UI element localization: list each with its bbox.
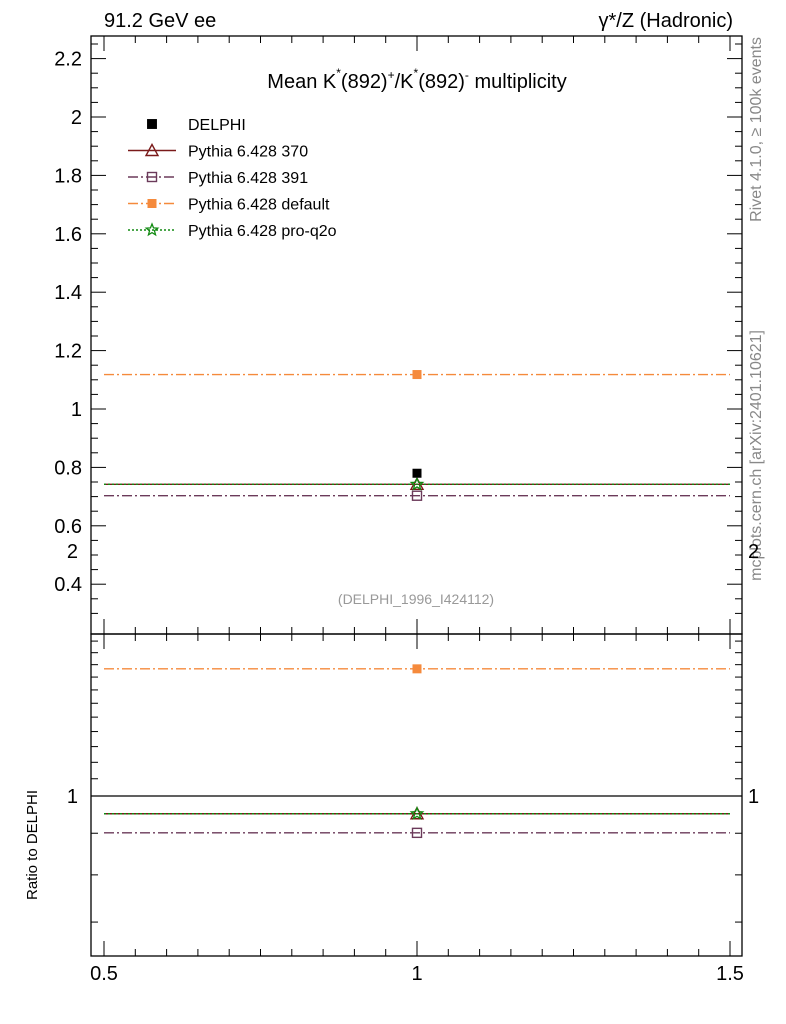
- marker-filled-square: [147, 199, 157, 208]
- ratio-y-tick-label-left: 1: [67, 786, 78, 808]
- marker-open-square: [411, 490, 423, 501]
- main-y-tick-label: 0.6: [54, 516, 82, 538]
- x-tick-label: 1: [411, 963, 422, 985]
- legend-label: Pythia 6.428 default: [188, 197, 330, 214]
- marker-open-triangle: [144, 143, 160, 157]
- main-series-layer: [104, 370, 730, 501]
- marker-filled-square: [412, 370, 422, 380]
- main-y-tick-label: 1: [71, 399, 82, 421]
- chart-title: Mean K*(892)+/K*(892)- multiplicity: [267, 66, 566, 93]
- ratio-plot-frame: [90, 633, 743, 957]
- rivet-version-label: Rivet 4.1.0, ≥ 100k events: [748, 37, 765, 222]
- analysis-id-label: (DELPHI_1996_I424112): [338, 591, 494, 607]
- main-y-tick-label: 1.4: [54, 282, 82, 304]
- main-y-tick-label: 1.8: [54, 165, 82, 187]
- marker-open-star: [144, 222, 160, 237]
- marker-filled-square: [412, 468, 422, 478]
- ratio-y-tick-label-left: 2: [67, 541, 78, 563]
- marker-open-square: [411, 827, 423, 839]
- ratio-y-tick-label-right: 1: [748, 786, 759, 808]
- legend-label: Pythia 6.428 pro-q2o: [188, 223, 337, 240]
- legend-label: Pythia 6.428 370: [188, 144, 308, 161]
- ratio-axis-ticks: 0.50.511220.511.5: [67, 541, 759, 985]
- header-process-label: γ*/Z (Hadronic): [599, 10, 733, 32]
- main-y-tick-label: 2: [71, 107, 82, 129]
- marker-open-star: [409, 805, 425, 821]
- legend: DELPHI Pythia 6.428 370 Pythia 6.428 391 Py…: [128, 117, 337, 240]
- mcplots-source-label: mcplots.cern.ch [arXiv:2401.10621]: [748, 330, 765, 581]
- ratio-y-tick-label-right: 2: [748, 541, 759, 563]
- legend-label: DELPHI: [188, 117, 246, 134]
- main-y-tick-label: 1.6: [54, 224, 82, 246]
- ratio-series-layer: [91, 664, 742, 839]
- ratio-y-axis-label: Ratio to DELPHI: [24, 790, 41, 900]
- header-energy-label: 91.2 GeV ee: [104, 10, 216, 32]
- legend-label: Pythia 6.428 391: [188, 170, 308, 187]
- marker-open-star: [409, 476, 425, 491]
- main-y-tick-label: 2.2: [54, 49, 82, 71]
- main-y-tick-label: 1.2: [54, 341, 82, 363]
- marker-open-square: [146, 171, 158, 183]
- x-tick-label: 0.5: [90, 963, 118, 985]
- marker-filled-square: [147, 119, 157, 129]
- main-y-tick-label: 0.8: [54, 457, 82, 479]
- marker-filled-square: [412, 664, 422, 674]
- main-y-tick-label: 0.4: [54, 574, 82, 596]
- x-tick-label: 1.5: [716, 963, 744, 985]
- main-axis-ticks: 0.4 0.6 0.8 1 1.2 1.4 1.6 1.8 2 2.2: [54, 36, 742, 634]
